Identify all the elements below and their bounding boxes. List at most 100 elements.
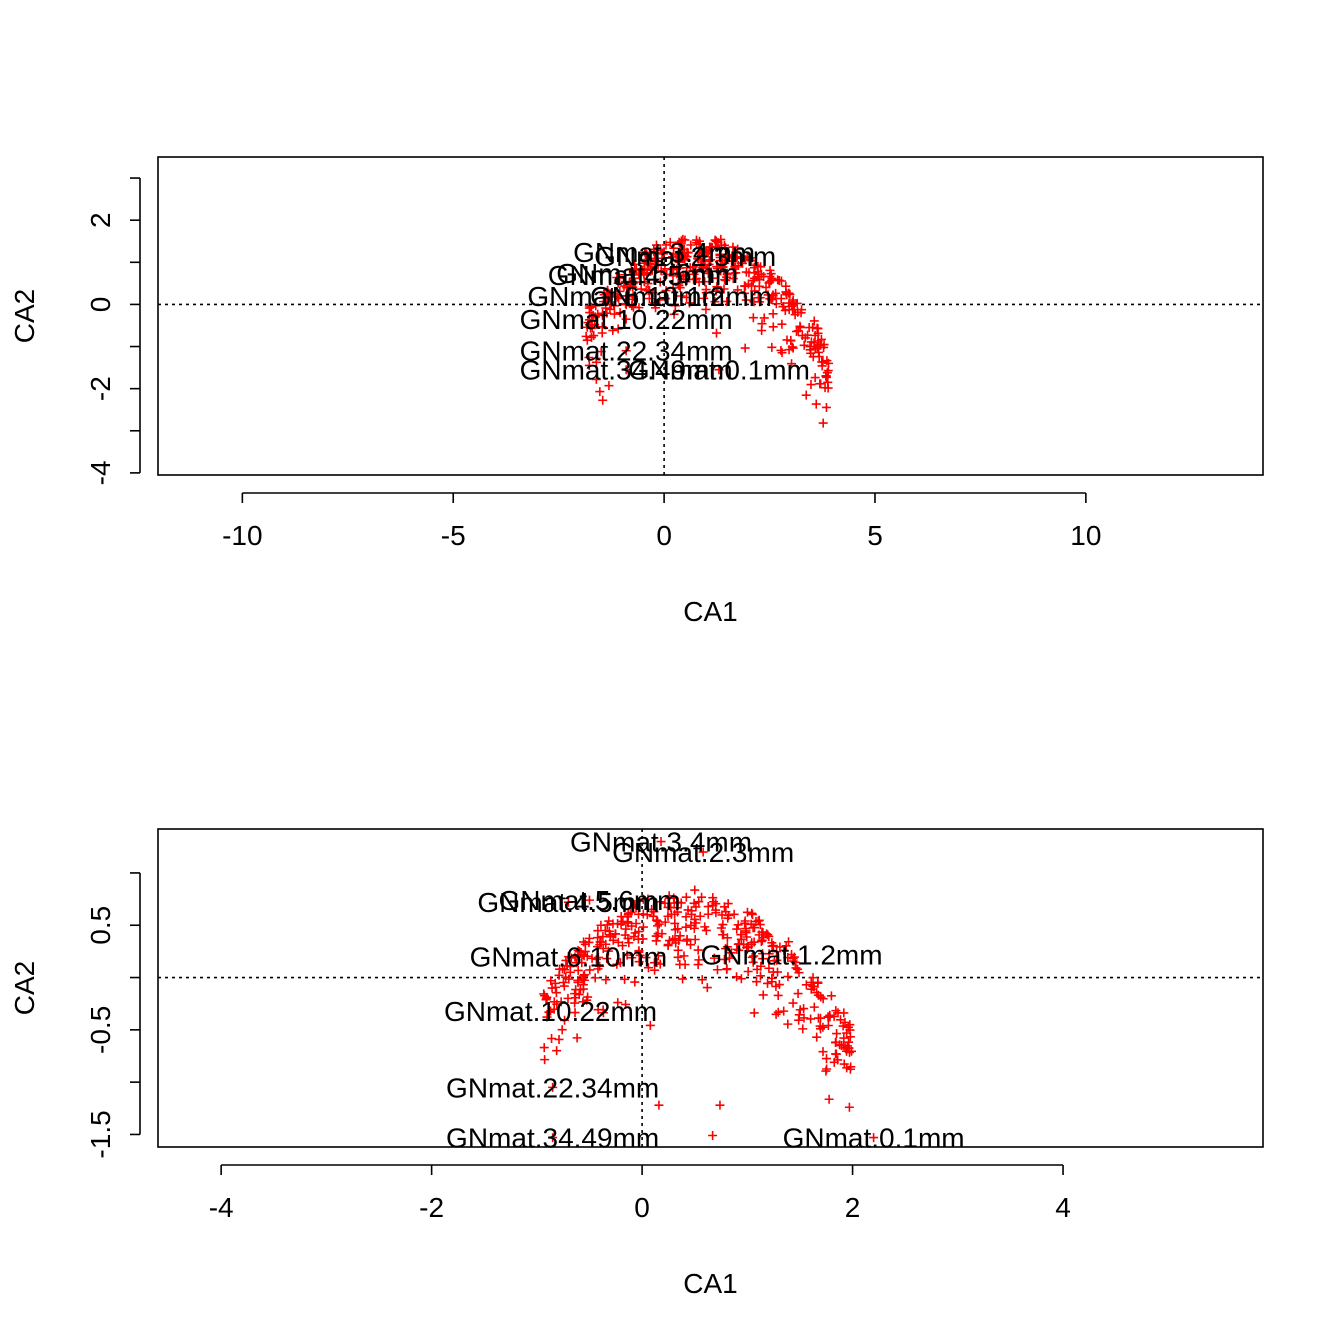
x-tick-label: 5	[867, 520, 883, 551]
data-point	[557, 1025, 567, 1035]
data-point	[765, 277, 775, 287]
data-point	[790, 310, 800, 320]
data-point	[571, 958, 581, 968]
site-label: GNmat.1.2mm	[701, 940, 883, 971]
x-tick-label: 10	[1070, 520, 1101, 551]
data-point	[708, 1130, 718, 1140]
data-point	[815, 379, 825, 389]
data-point	[593, 952, 603, 962]
data-point	[793, 964, 803, 974]
data-point	[788, 343, 798, 353]
data-point	[810, 373, 820, 383]
data-point	[733, 261, 743, 271]
data-point	[732, 972, 742, 982]
data-point	[621, 999, 631, 1009]
data-point	[811, 399, 821, 409]
data-point	[793, 989, 803, 999]
data-point	[812, 988, 822, 998]
site-label: GNmat.10.22mm	[520, 304, 733, 335]
x-tick-label: 4	[1055, 1192, 1071, 1223]
data-point	[809, 1002, 819, 1012]
data-point	[782, 288, 792, 298]
data-point	[815, 1021, 825, 1031]
data-point	[722, 272, 732, 282]
data-point	[640, 247, 650, 257]
data-point	[673, 279, 683, 289]
data-point	[691, 274, 701, 284]
data-point	[708, 901, 718, 911]
data-point	[752, 977, 762, 987]
data-point	[649, 958, 659, 968]
data-point	[754, 281, 764, 291]
data-point	[741, 295, 751, 305]
site-label: GNmat.6.10mm	[470, 942, 668, 973]
data-point	[682, 292, 692, 302]
sample-points	[539, 837, 879, 1143]
data-point	[767, 938, 777, 948]
site-label: GNmat.0.1mm	[628, 355, 810, 386]
data-point	[662, 269, 672, 279]
data-point	[686, 940, 696, 950]
site-label: GNmat.3.4mm	[570, 827, 752, 858]
data-point	[601, 939, 611, 949]
data-point	[710, 297, 720, 307]
data-point	[721, 253, 731, 263]
data-point	[648, 288, 658, 298]
data-point	[690, 885, 700, 895]
data-point	[801, 390, 811, 400]
data-point	[641, 255, 651, 265]
data-point	[759, 313, 769, 323]
data-point	[750, 260, 760, 270]
data-point	[772, 947, 782, 957]
data-point	[654, 1100, 664, 1110]
data-point	[634, 270, 644, 280]
data-point	[777, 319, 787, 329]
data-point	[740, 288, 750, 298]
data-point	[758, 990, 768, 1000]
data-point	[628, 302, 638, 312]
data-point	[664, 891, 674, 901]
data-point	[767, 977, 777, 987]
data-point	[847, 1046, 857, 1056]
data-point	[748, 957, 758, 967]
data-point	[699, 293, 709, 303]
data-point	[751, 917, 761, 927]
data-point	[573, 975, 583, 985]
data-point	[813, 324, 823, 334]
data-point	[831, 1006, 841, 1016]
x-tick-label: -10	[222, 520, 262, 551]
data-point	[763, 978, 773, 988]
data-point	[548, 1133, 558, 1143]
site-label: GNmat.34.49mm	[520, 355, 733, 386]
data-point	[613, 278, 623, 288]
data-point	[647, 265, 657, 275]
data-point	[670, 301, 680, 311]
data-point	[608, 935, 618, 945]
data-point	[641, 285, 651, 295]
data-point	[736, 974, 746, 984]
data-point	[787, 359, 797, 369]
data-point	[805, 345, 815, 355]
data-point	[806, 1014, 816, 1024]
data-point	[722, 964, 732, 974]
data-point	[615, 286, 625, 296]
data-point	[696, 243, 706, 253]
data-point	[620, 930, 630, 940]
data-point	[821, 402, 831, 412]
data-point	[572, 1033, 582, 1043]
data-point	[823, 1021, 833, 1031]
data-point	[624, 938, 634, 948]
data-point	[605, 930, 615, 940]
data-point	[595, 387, 605, 397]
data-point	[720, 944, 730, 954]
data-point	[748, 313, 758, 323]
data-point	[602, 308, 612, 318]
data-point	[821, 1054, 831, 1064]
data-point	[698, 847, 708, 857]
data-point	[818, 418, 828, 428]
data-point	[597, 328, 607, 338]
data-point	[742, 252, 752, 262]
data-point	[652, 921, 662, 931]
data-point	[598, 932, 608, 942]
